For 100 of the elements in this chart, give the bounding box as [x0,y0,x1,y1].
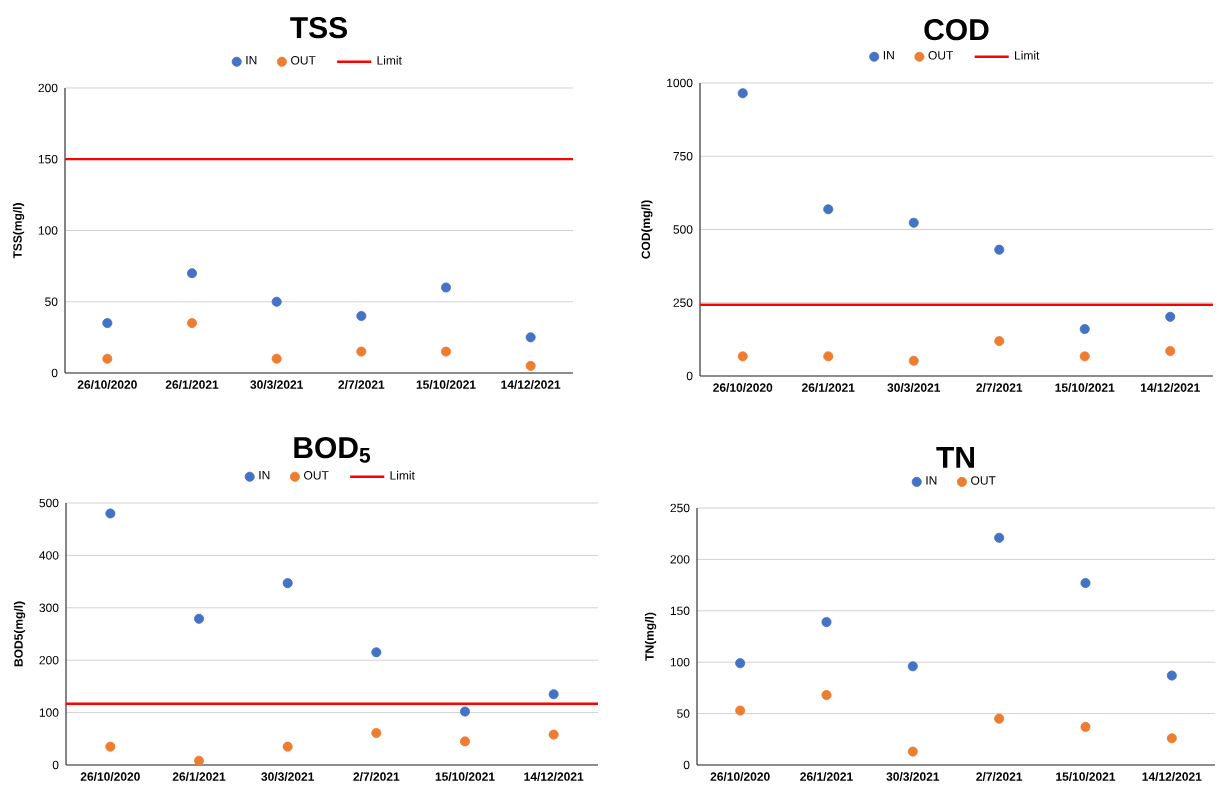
point [994,713,1005,724]
point [1165,346,1176,357]
point [441,346,451,357]
point [194,613,205,624]
point [460,706,470,717]
point [548,689,559,700]
point [1166,733,1177,744]
point [105,741,116,752]
chart-title: COD [924,19,989,41]
x-tick-label: 15/10/2021 [1055,383,1115,392]
y-axis-title: TSS(mg/l) [12,203,25,259]
y-tick-label: 100 [670,657,690,667]
y-tick-label: 250 [670,503,690,513]
point [356,346,367,357]
x-tick-label: 30/3/2021 [250,380,304,389]
y-tick-label: 0 [686,371,693,381]
point [737,88,748,99]
x-tick-label: 14/12/2021 [501,380,561,389]
point [735,658,746,669]
x-tick-label: 26/1/2021 [172,772,226,781]
x-tick-label: 15/10/2021 [416,380,476,389]
point [994,532,1005,543]
point [548,729,559,740]
legend-label: Limit [390,470,415,480]
x-tick-label: 2/7/2021 [976,383,1023,392]
y-tick-label: 150 [670,606,690,616]
y-tick-label: 750 [673,152,693,161]
point [282,578,293,589]
point [271,353,282,364]
chart-title: BOD$_{5}$ [294,437,371,463]
point [271,296,282,307]
x-tick-label: 15/10/2021 [1056,772,1116,781]
y-tick-label: 1000 [667,78,693,88]
x-tick-label: 26/10/2020 [77,380,137,389]
y-tick-label: 150 [38,155,58,164]
legend-label: OUT [291,56,316,65]
point [525,360,536,371]
y-tick-label: 0 [52,760,59,770]
point [1080,721,1091,732]
point [105,508,116,519]
point [187,318,198,329]
x-tick-label: 30/3/2021 [887,383,941,392]
x-tick-label: 30/3/2021 [261,772,315,781]
legend-label: IN [883,51,894,60]
legend-label: IN [926,476,937,485]
x-tick-label: 14/12/2021 [1142,772,1202,781]
point [737,351,748,362]
legend-label: Limit [1015,50,1040,60]
point [441,282,451,293]
x-tick-label: 26/10/2020 [713,383,773,392]
x-tick-label: 30/3/2021 [886,772,940,781]
x-tick-label: 2/7/2021 [976,772,1023,781]
y-tick-label: 500 [673,225,693,234]
x-tick-label: 14/12/2021 [1140,383,1200,392]
point [994,244,1005,255]
y-tick-label: 100 [38,226,58,235]
y-axis-title: TN(mg/l) [644,612,657,661]
x-tick-label: 26/10/2020 [710,772,770,781]
chart-title: TSS [290,17,347,39]
y-tick-label: 200 [38,83,58,93]
legend-label: IN [246,56,257,65]
point [187,268,198,279]
legend-label: IN [259,471,270,480]
y-tick-label: 100 [39,708,59,717]
point [1165,311,1176,322]
y-axis-title: BOD5(mg/l) [13,601,26,667]
y-tick-label: 0 [683,760,690,770]
point [823,204,834,215]
point [102,318,113,329]
y-tick-label: 200 [39,655,59,665]
point [907,746,918,757]
legend-label: Limit [377,55,402,65]
x-tick-label: 26/1/2021 [800,772,853,781]
point [282,741,293,752]
legend-label: OUT [971,476,996,485]
point [821,617,832,628]
x-tick-label: 2/7/2021 [353,772,400,781]
point [908,217,919,228]
legend-label: OUT [928,51,954,60]
legend-label: OUT [304,471,329,480]
y-axis-title: COD(mg/l) [641,200,653,259]
point [735,705,746,716]
point [525,332,536,343]
y-tick-label: 250 [673,298,693,307]
point [460,736,470,747]
x-tick-label: 26/1/2021 [801,383,855,392]
point [1079,351,1090,362]
x-tick-label: 15/10/2021 [435,772,495,781]
point [102,353,113,364]
point [823,351,834,362]
point [371,728,382,739]
y-tick-label: 0 [51,368,58,378]
point [1080,578,1091,589]
point [194,755,205,766]
y-tick-label: 300 [39,603,59,613]
chart-title: TN [936,447,974,468]
y-tick-label: 200 [670,555,690,564]
y-tick-label: 400 [39,551,59,560]
point [994,336,1005,347]
point [371,647,382,658]
